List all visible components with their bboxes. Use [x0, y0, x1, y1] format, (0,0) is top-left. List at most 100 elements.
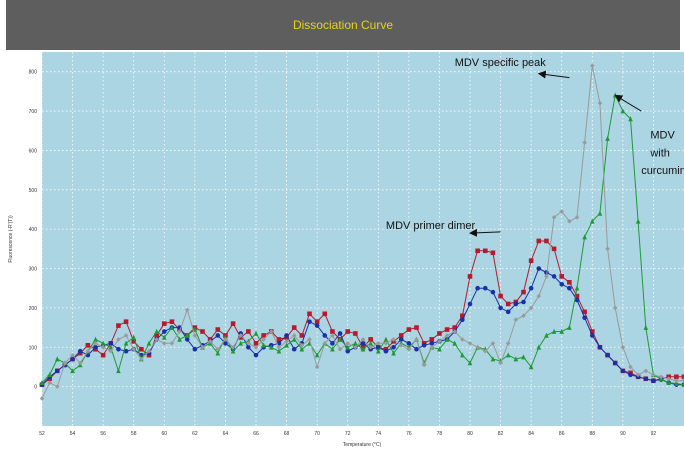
- data-point: [161, 329, 167, 334]
- data-point: [353, 331, 358, 336]
- data-point: [589, 333, 595, 338]
- data-point: [429, 337, 435, 342]
- y-tick-label: 100: [29, 345, 38, 351]
- data-point: [100, 340, 106, 346]
- data-point: [551, 246, 557, 252]
- data-point: [70, 368, 75, 374]
- data-point: [551, 215, 557, 220]
- x-tick-label: 80: [467, 431, 473, 437]
- data-point: [421, 342, 427, 348]
- data-point: [505, 352, 511, 358]
- data-point: [475, 285, 480, 291]
- y-tick-label: 800: [29, 70, 38, 76]
- data-point: [314, 364, 320, 370]
- data-point: [681, 378, 684, 384]
- series-layer: [39, 63, 684, 401]
- data-point: [643, 376, 649, 382]
- data-point: [223, 341, 228, 346]
- data-point: [322, 311, 328, 317]
- data-point: [261, 333, 266, 338]
- data-point: [452, 325, 458, 330]
- data-point: [116, 346, 121, 352]
- data-point: [139, 346, 144, 352]
- data-point: [559, 209, 565, 214]
- data-point: [414, 325, 419, 330]
- data-point: [528, 305, 534, 311]
- data-point: [368, 344, 373, 350]
- data-point: [605, 246, 610, 252]
- y-tick-label: 600: [29, 148, 38, 154]
- data-point: [62, 360, 68, 366]
- data-point: [284, 333, 289, 338]
- data-point: [467, 274, 473, 279]
- data-point: [291, 346, 297, 352]
- data-point: [406, 341, 412, 346]
- x-tick-label: 52: [39, 431, 45, 437]
- x-tick-label: 76: [406, 431, 412, 437]
- data-point: [643, 324, 649, 330]
- data-point: [628, 116, 633, 122]
- data-point: [406, 346, 412, 352]
- annotation-text: MDV specific peak: [455, 57, 547, 69]
- data-point: [498, 360, 503, 366]
- data-point: [391, 344, 396, 350]
- data-point: [536, 344, 542, 350]
- data-point: [567, 280, 572, 285]
- data-point: [253, 341, 259, 346]
- data-point: [100, 352, 106, 358]
- data-point: [184, 337, 190, 342]
- data-point: [85, 348, 91, 354]
- data-point: [368, 340, 373, 346]
- data-point: [307, 319, 312, 324]
- data-point: [360, 337, 366, 342]
- data-point: [467, 360, 473, 366]
- data-point: [123, 348, 129, 354]
- data-point: [681, 374, 684, 380]
- data-point: [475, 248, 480, 254]
- data-point: [513, 317, 519, 323]
- data-point: [253, 352, 259, 358]
- data-point: [261, 342, 266, 348]
- data-point: [192, 346, 198, 352]
- x-tick-label: 88: [590, 431, 596, 437]
- chart-title: Dissociation Curve: [292, 18, 394, 32]
- data-point: [681, 381, 684, 387]
- data-point: [421, 362, 427, 368]
- data-point: [490, 356, 496, 362]
- data-point: [490, 289, 496, 295]
- data-point: [146, 348, 152, 354]
- data-point: [131, 346, 137, 352]
- data-point: [77, 360, 83, 366]
- data-point: [620, 344, 626, 350]
- data-point: [505, 309, 511, 315]
- data-point: [544, 274, 549, 279]
- data-point: [184, 307, 190, 313]
- annotation-arrow: [469, 228, 501, 237]
- data-point: [276, 348, 282, 354]
- data-point: [429, 341, 435, 346]
- data-point: [47, 372, 52, 378]
- data-point: [398, 337, 404, 342]
- data-point: [299, 333, 305, 338]
- data-point: [414, 337, 419, 342]
- y-tick-label: 500: [29, 188, 38, 194]
- data-point: [322, 341, 328, 346]
- data-point: [131, 339, 137, 344]
- data-point: [582, 140, 587, 145]
- data-point: [353, 344, 358, 350]
- data-point: [330, 346, 335, 352]
- annotation-arrow: [537, 70, 570, 79]
- data-point: [184, 332, 190, 338]
- data-point: [291, 336, 297, 342]
- data-point: [383, 341, 389, 346]
- data-point: [414, 346, 419, 352]
- data-point: [123, 319, 129, 324]
- data-point: [536, 238, 542, 244]
- data-point: [482, 248, 488, 254]
- data-point: [238, 333, 244, 338]
- data-point: [498, 305, 503, 311]
- data-point: [391, 350, 396, 356]
- data-point: [651, 372, 656, 378]
- data-point: [161, 341, 167, 346]
- data-point: [307, 311, 312, 317]
